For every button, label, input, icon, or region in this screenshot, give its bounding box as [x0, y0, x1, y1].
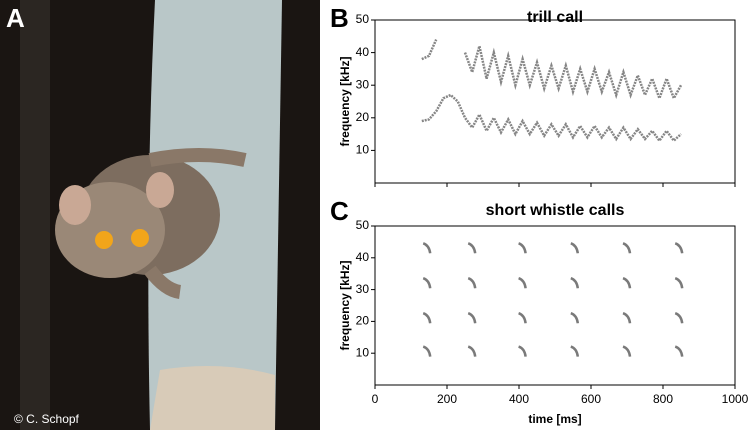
background-trunk	[20, 0, 50, 430]
chart-title: short whistle calls	[486, 202, 625, 219]
call-blob	[467, 312, 477, 324]
trace	[421, 93, 682, 143]
x-tick-label: 600	[581, 392, 601, 406]
y-tick-label: 20	[356, 110, 370, 124]
call-blob	[622, 312, 632, 324]
x-tick-label: 800	[653, 392, 673, 406]
x-axis-label: time [ms]	[528, 412, 581, 426]
y-tick-label: 50	[356, 218, 370, 232]
call-blob	[422, 277, 432, 289]
call-blob	[674, 277, 684, 289]
y-tick-label: 40	[356, 45, 370, 59]
plot-frame	[374, 19, 736, 184]
call-blob	[467, 345, 477, 357]
call-blob	[622, 242, 632, 254]
call-blob	[570, 312, 580, 324]
call-blob	[570, 242, 580, 254]
call-blob	[422, 242, 432, 254]
call-blob	[622, 345, 632, 357]
call-blob	[518, 242, 527, 254]
y-tick-label: 30	[356, 77, 370, 91]
trace	[421, 39, 683, 102]
lemur-eye	[95, 231, 113, 249]
call-blob	[674, 312, 684, 324]
call-blob	[674, 345, 684, 357]
x-tick-label: 0	[372, 392, 379, 406]
call-blob	[518, 345, 527, 357]
plot-frame	[374, 225, 736, 386]
lemur-ear	[59, 185, 91, 225]
call-blob	[422, 312, 432, 324]
chart-title: trill call	[527, 9, 583, 26]
call-blob	[518, 312, 527, 324]
y-tick-label: 10	[356, 143, 370, 157]
call-blob	[422, 345, 432, 357]
photo: A © C. Schopf	[0, 0, 320, 430]
y-tick-label: 40	[356, 250, 370, 264]
call-blob	[467, 242, 477, 254]
panel-label: B	[330, 3, 349, 33]
lemur-arm	[148, 148, 247, 167]
lemur-ear	[146, 172, 174, 208]
y-tick-label: 50	[356, 12, 370, 26]
y-axis-label: frequency [kHz]	[338, 260, 352, 350]
call-blob	[570, 345, 580, 357]
bark-patch	[150, 366, 275, 430]
call-blob	[674, 242, 684, 254]
call-blob	[622, 277, 632, 289]
x-tick-label: 200	[437, 392, 457, 406]
lemur-arm	[144, 265, 182, 299]
panel-label: A	[6, 3, 25, 33]
y-tick-label: 30	[356, 282, 370, 296]
call-blob	[518, 277, 527, 289]
y-axis-label: frequency [kHz]	[338, 56, 352, 146]
x-tick-label: 400	[509, 392, 529, 406]
y-tick-label: 20	[356, 314, 370, 328]
call-blob	[570, 277, 580, 289]
call-blob	[467, 277, 477, 289]
lemur-eye	[131, 229, 149, 247]
x-tick-label: 1000	[722, 392, 749, 406]
y-tick-label: 10	[356, 345, 370, 359]
panel-label: C	[330, 196, 349, 226]
photo-credit: © C. Schopf	[14, 412, 80, 426]
